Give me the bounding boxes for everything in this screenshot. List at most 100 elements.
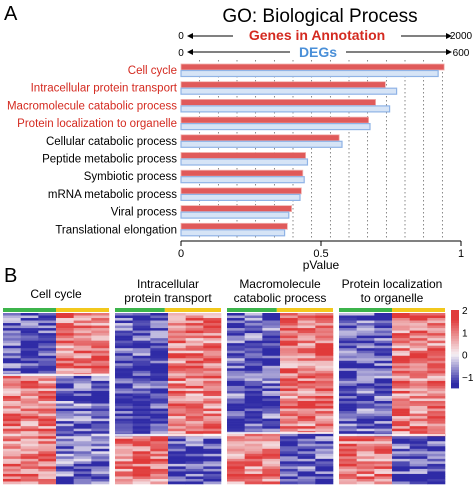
heatmap-cell xyxy=(356,426,375,429)
heatmap-cell xyxy=(392,451,410,455)
heatmap-cell xyxy=(262,370,281,374)
heatmap-cell xyxy=(374,468,393,472)
heatmap-cell xyxy=(280,433,298,437)
heatmap-cell xyxy=(374,368,393,372)
heatmap-cell xyxy=(56,323,74,326)
heatmap-cell xyxy=(262,468,281,472)
heatmap-cell xyxy=(150,380,169,384)
heatmap-cell xyxy=(132,408,151,412)
heatmap-cell xyxy=(203,431,222,435)
heatmap-cell xyxy=(56,350,74,354)
heatmap-cell xyxy=(132,446,151,450)
bar-genes-in-annotation xyxy=(180,152,306,159)
heatmap-cell xyxy=(280,370,298,374)
colorbar-segment xyxy=(451,369,459,373)
heatmap-cell xyxy=(227,443,245,447)
heatmap-cell xyxy=(56,363,74,367)
heatmap-cell xyxy=(168,461,186,465)
heatmap-cell xyxy=(56,320,74,324)
heatmap-cell xyxy=(227,423,245,427)
heatmap-cell xyxy=(427,340,446,344)
heatmap-cell xyxy=(392,446,410,450)
heatmap-cell xyxy=(56,406,74,409)
heatmap-cell xyxy=(132,473,151,477)
heatmap-cell xyxy=(168,368,186,372)
heatmap-cell xyxy=(168,443,186,447)
heatmap-cell xyxy=(244,476,263,480)
category-label: Protein localization to organelle xyxy=(17,118,177,130)
heatmap-cell xyxy=(297,355,316,359)
heatmap-cell xyxy=(203,461,222,465)
heatmap-cell xyxy=(56,353,74,357)
heatmap-cell xyxy=(374,446,393,450)
heatmap-cell xyxy=(280,383,298,387)
heatmap-cell xyxy=(392,423,410,427)
heatmap-cell xyxy=(374,428,393,432)
heatmap-cell xyxy=(38,426,57,429)
heatmap-cell xyxy=(280,358,298,362)
heatmap-cell xyxy=(297,373,316,377)
heatmap-cell xyxy=(3,431,21,435)
heatmap-cell xyxy=(38,348,57,352)
heatmap-cell xyxy=(3,408,21,412)
heatmap-cell xyxy=(91,401,110,404)
heatmap-cell xyxy=(262,451,281,455)
heatmap-cell xyxy=(132,325,151,329)
heatmap-cell xyxy=(115,390,133,394)
heatmap-cell xyxy=(392,406,410,409)
heatmap-cell xyxy=(427,403,446,407)
heatmap-cell xyxy=(227,426,245,429)
heatmap-cell xyxy=(244,421,263,424)
heatmap-cell xyxy=(168,468,186,472)
heatmap-cell xyxy=(262,343,281,346)
colorbar-segment xyxy=(451,320,459,324)
heatmap-cell xyxy=(3,428,21,432)
heatmap-cell xyxy=(280,441,298,445)
heatmap-cell xyxy=(315,458,334,462)
colorbar-segment xyxy=(451,341,459,345)
heatmap-cell xyxy=(409,373,428,377)
heatmap-cell xyxy=(339,443,357,447)
heatmap-cell xyxy=(91,328,110,331)
bar-degs xyxy=(180,105,391,113)
heatmap-cell xyxy=(132,335,151,339)
heatmap-cell xyxy=(315,345,334,349)
heatmap-cell xyxy=(115,461,133,465)
heatmap-cell xyxy=(244,411,263,414)
heatmap-cell xyxy=(20,323,39,326)
heatmap-cell xyxy=(56,473,74,477)
heatmap-cell xyxy=(227,388,245,392)
heatmap-cell xyxy=(427,418,446,422)
heatmap-cell xyxy=(132,358,151,362)
heatmap-cell xyxy=(3,421,21,424)
heatmap-cell xyxy=(280,328,298,331)
heatmap-cell xyxy=(73,423,92,427)
heatmap-cell xyxy=(244,350,263,354)
heatmap-cell xyxy=(203,353,222,357)
heatmap-cell xyxy=(227,418,245,422)
heatmap-cell xyxy=(73,388,92,392)
heatmap-cell xyxy=(227,428,245,432)
heatmap-cell xyxy=(356,393,375,397)
heatmap-cell xyxy=(91,368,110,372)
heatmap-cell xyxy=(203,418,222,422)
heatmap-cell xyxy=(244,318,263,321)
colorbar-segment xyxy=(451,382,459,386)
heatmap-cell xyxy=(20,416,39,419)
heatmap-cell xyxy=(374,448,393,452)
heatmap-cell xyxy=(244,451,263,455)
heatmap-cell xyxy=(3,365,21,369)
heatmap-cell xyxy=(244,441,263,445)
heatmap-cell xyxy=(38,383,57,387)
heatmap-cell xyxy=(20,380,39,384)
heatmap-cell xyxy=(185,333,204,336)
heatmap-cell xyxy=(185,348,204,352)
heatmap-cell xyxy=(91,385,110,389)
heatmap-cell xyxy=(20,330,39,334)
heatmap-cell xyxy=(20,421,39,424)
heatmap-cell xyxy=(315,451,334,455)
heatmap-cell xyxy=(20,443,39,447)
heatmap-cell xyxy=(150,413,169,417)
heatmap-cell xyxy=(185,350,204,354)
heatmap-cell xyxy=(244,323,263,326)
